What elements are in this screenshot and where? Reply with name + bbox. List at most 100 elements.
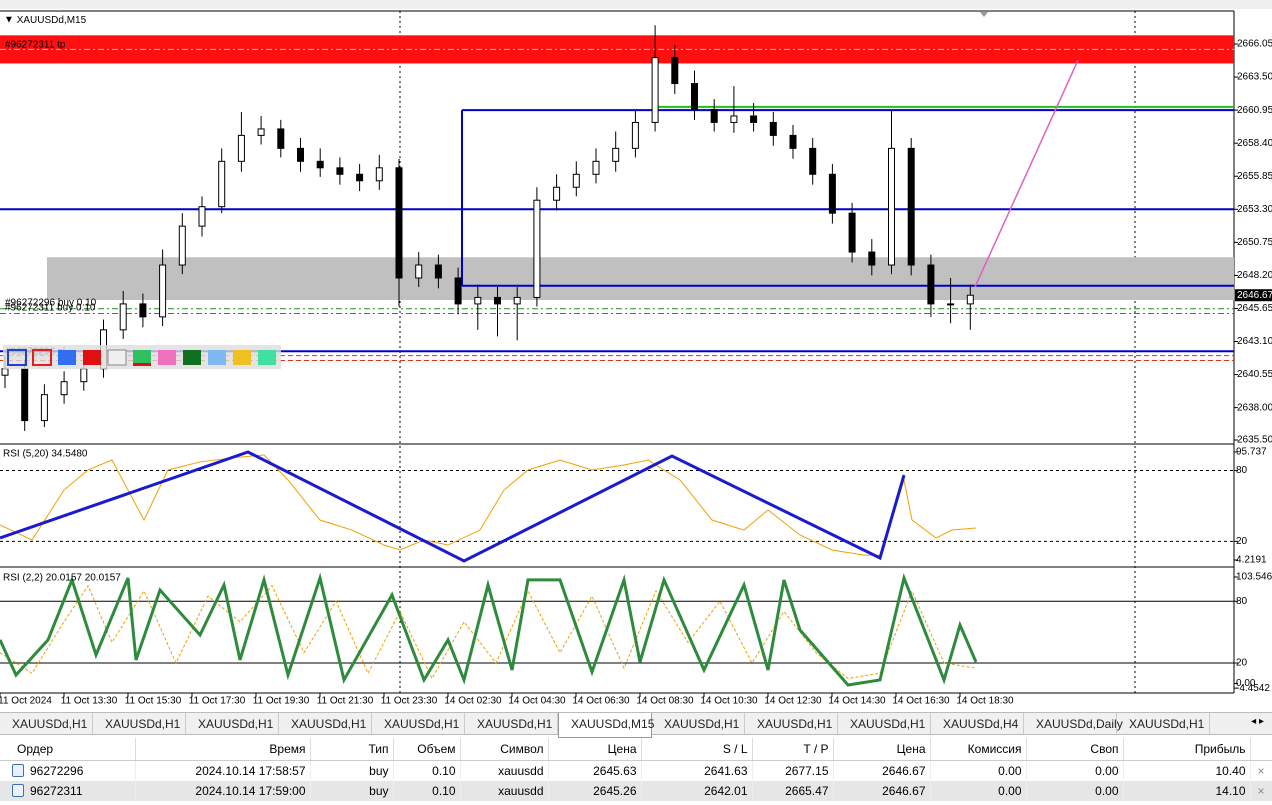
cell: 2646.67 (833, 760, 931, 781)
chart-tab[interactable]: XAUUSDd,H1 (838, 713, 931, 734)
x-tick-label: 11 Oct 13:30 (61, 696, 118, 707)
chart-tab[interactable]: XAUUSDd,H1 (93, 713, 186, 734)
close-order[interactable]: × (1250, 781, 1272, 801)
cell: buy (310, 781, 394, 801)
cell-text: buy (369, 764, 389, 778)
icon[interactable] (32, 349, 52, 366)
icon[interactable] (83, 350, 101, 365)
y-tick-label: 2666.05 (1237, 39, 1272, 50)
chart-tab[interactable]: XAUUSDd,H1 (652, 713, 745, 734)
candle-body (1, 368, 9, 376)
y-tick-label: 2638.00 (1237, 402, 1272, 413)
candle-body (21, 368, 29, 422)
chart-tab[interactable]: XAUUSDd,H1 (1117, 713, 1210, 734)
indicator-title: RSI (2,2) 20.0157 20.0157 (3, 573, 121, 584)
icon[interactable] (258, 350, 276, 365)
cell-text: 2646.67 (882, 784, 926, 798)
current-price-box (1235, 289, 1272, 302)
chart-tab[interactable]: XAUUSDd,H1 (465, 713, 558, 734)
candle-body (631, 121, 639, 149)
candle-body (750, 115, 758, 123)
icon[interactable] (158, 350, 176, 365)
icon[interactable] (183, 350, 201, 365)
column-header: Прибыль (1123, 738, 1251, 761)
cell-text: 0.10 (432, 784, 456, 798)
icon[interactable] (7, 349, 27, 366)
chart-tab[interactable]: XAUUSDd,H4 (931, 713, 1024, 734)
y-tick-label: 80 (1236, 465, 1248, 476)
candle-body (415, 264, 423, 279)
icon[interactable] (233, 350, 251, 365)
candle-body (257, 128, 265, 136)
candle-body (671, 57, 679, 85)
icon[interactable] (107, 349, 127, 366)
chart-tab[interactable]: XAUUSDd,H1 (186, 713, 279, 734)
candle-body (454, 277, 462, 305)
candle-body (336, 167, 344, 175)
y-tick-label: 0.00 (1236, 678, 1256, 689)
column-header (1250, 738, 1272, 761)
cell: 2642.01 (641, 781, 753, 801)
x-tick-label: 14 Oct 12:30 (764, 696, 822, 707)
candle-body (888, 147, 895, 266)
chart-tabs: XAUUSDd,H1 XAUUSDd,H1 XAUUSDd,H1 XAUUSDd,H1… (0, 712, 1272, 738)
close-order[interactable]: × (1250, 760, 1272, 781)
icon[interactable] (133, 363, 151, 366)
shift-marker (980, 12, 988, 17)
column-header: Объем (393, 738, 461, 761)
cell-text: 10.40 (1215, 764, 1246, 778)
order-row[interactable]: 96272296 2024.10.14 17:58:57 buy 0.10 xauusd… (0, 760, 1272, 781)
candle-body (40, 394, 48, 422)
candle-body (375, 167, 383, 182)
chart-tab[interactable]: XAUUSDd,M15 (558, 713, 654, 738)
candle-body (612, 147, 620, 162)
chart-tab[interactable]: XAUUSDd,H1 (745, 713, 838, 734)
candle-body (434, 264, 442, 279)
cell: xauusdd (460, 760, 549, 781)
x-tick-label: 14 Oct 18:30 (956, 696, 1014, 707)
cell: 14.10 (1123, 781, 1251, 801)
cell-text: 2645.63 (593, 764, 637, 778)
cell-text: 2645.26 (593, 784, 637, 798)
cell: 0.00 (930, 760, 1027, 781)
column-header: Ордер (0, 738, 136, 761)
icon[interactable] (133, 350, 151, 365)
cell: 96272296 (0, 760, 136, 781)
cell-text: 2646.67 (882, 764, 926, 778)
candle-body (237, 134, 245, 162)
candle-body (710, 108, 718, 123)
candle-body (395, 167, 403, 279)
indicators: 95.737 80 20 4.2191 RSI (5,20) 34.5480 103.54… (0, 447, 1272, 694)
icon[interactable] (208, 350, 226, 365)
cell: 2677.15 (752, 760, 834, 781)
chart-tab[interactable]: XAUUSDd,Daily (1024, 713, 1123, 734)
chart-tab[interactable]: XAUUSDd,H1 (372, 713, 465, 734)
candle-body (553, 186, 561, 201)
cell-text: 2665.47 (785, 784, 829, 798)
candle-body (651, 57, 659, 123)
candle-body (513, 296, 521, 305)
rsi-line (0, 450, 906, 563)
x-tick-label: 11 Oct 2024 (0, 696, 52, 707)
order-row[interactable]: 96272311 2024.10.14 17:59:00 buy 0.10 xauusd… (0, 781, 1272, 801)
column-header: Цена (833, 738, 931, 761)
x-tick-label: 11 Oct 21:30 (317, 696, 374, 707)
cell: buy (310, 760, 394, 781)
chart-tab[interactable]: XAUUSDd,H1 (0, 713, 93, 734)
toolbar (0, 0, 1272, 9)
candle-body (533, 199, 541, 298)
icon[interactable] (58, 350, 76, 365)
candle-body (592, 160, 600, 175)
cell: 2646.67 (833, 781, 931, 801)
candle-body (297, 147, 304, 162)
candle-body (60, 381, 68, 396)
chart-tab[interactable]: XAUUSDd,H1 (279, 713, 372, 734)
y-tick-label: 2643.10 (1237, 336, 1272, 347)
cell-text: 96272296 (30, 764, 84, 778)
candle-body (966, 294, 974, 305)
candle-body (809, 147, 817, 175)
cell-text: buy (369, 784, 389, 798)
x-tick-label: 14 Oct 02:30 (444, 696, 502, 707)
x-tick-label: 14 Oct 16:30 (892, 696, 950, 707)
candle-body (80, 368, 88, 383)
